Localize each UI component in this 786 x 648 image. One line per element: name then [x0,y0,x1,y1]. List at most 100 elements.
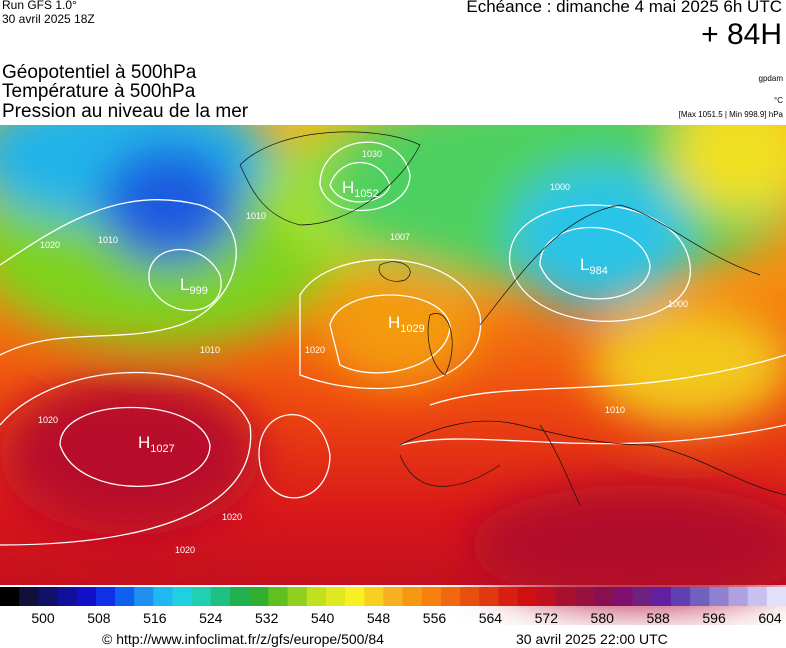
colorbar-swatch [575,587,595,606]
center-value: 1029 [400,323,424,335]
colorbar-label: 540 [311,610,335,625]
unit-2: °C [774,96,783,105]
run-date: 30 avril 2025 18Z [2,12,95,26]
center-letter: H [388,313,400,332]
center-letter: H [138,433,150,452]
colorbar-swatch [306,587,327,606]
colorbar-swatch [555,587,576,606]
isobar-label: 1030 [362,149,382,159]
colorbar-swatch [191,587,212,606]
center-value: 1027 [150,443,174,455]
colorbar-swatch [230,587,250,606]
colorbar-swatch [651,587,672,606]
title-1: Géopotentiel à 500hPa [2,62,197,83]
colorbar-swatch [345,587,365,606]
center-value: 984 [589,265,607,277]
unit-3: [Max 1051.5 | Min 998.9] hPa [678,110,783,119]
colorbar-label: 588 [646,610,670,625]
colorbar-swatch [249,587,269,606]
colorbar-swatch [134,587,154,606]
colorbar-swatch [287,587,308,606]
title-3: Pression au niveau de la mer [2,101,249,122]
pressure-center: L984 [580,255,608,277]
colorbar-swatch [766,587,786,606]
isobar-label: 1000 [668,299,688,309]
colorbar-label: 532 [255,610,279,625]
colorbar-swatch [402,587,423,606]
colorbar-label: 580 [591,610,615,625]
isobar-label: 1020 [38,415,58,425]
colorbar-swatch [76,587,97,606]
colorbar-swatch [709,587,729,606]
unit-1: gpdam [758,74,783,83]
colorbar-label: 596 [702,610,726,625]
isobar-label: 1020 [222,512,242,522]
center-letter: L [580,255,589,274]
isobars [0,141,786,546]
isobar-label: 1010 [200,345,220,355]
run: Run GFS 1.0° [2,0,77,12]
colorbar-label: 604 [758,610,782,625]
isobar-label: 1020 [175,545,195,555]
colorbar-swatch [19,587,39,606]
center-value: 999 [189,285,207,297]
center-letter: L [180,275,189,294]
pressure-center: L999 [180,275,208,297]
colorbar-label: 524 [199,610,223,625]
isobar-label: 1010 [98,235,118,245]
colorbar: 500 508 516 524 532 540 548 556 564 572 580 588 596 6… [0,587,786,625]
isobar-label: 1000 [550,182,570,192]
colorbar-label: 556 [423,610,447,625]
colorbar-swatch [268,587,289,606]
title-2: Température à 500hPa [2,81,196,102]
colorbar-swatch [57,587,78,606]
colorbar-swatch [0,587,20,606]
center-value: 1052 [354,188,378,200]
colorbar-swatch [498,587,519,606]
colorbar-swatch [670,587,691,606]
colorbar-swatch [536,587,557,606]
colorbar-swatch [364,587,384,606]
isobar-label: 1010 [605,405,625,415]
pressure-center: H1052 [342,178,379,200]
colorbar-swatch [517,587,538,606]
map-labels: H1052L999H1029H1027L98410301010102010071… [38,149,688,555]
colorbar-swatch [747,587,768,606]
pressure-center: H1029 [388,313,425,335]
colorbar-swatch [440,587,461,606]
colorbar-swatch [594,587,614,606]
colorbar-swatch [325,587,346,606]
colorbar-swatch [728,587,749,606]
colorbar-label: 516 [143,610,167,625]
colorbar-label: 548 [367,610,391,625]
colorbar-label: 564 [479,610,503,625]
issue-time: 30 avril 2025 22:00 UTC [516,631,668,647]
map: H1052L999H1029H1027L98410301010102010071… [0,125,786,605]
colorbar-swatch [153,587,174,606]
colorbar-label: 572 [535,610,559,625]
colorbar-swatch [210,587,231,606]
colorbar-label: 500 [31,610,55,625]
colorbar-swatch [383,587,404,606]
colorbar-swatch [613,587,634,606]
colorbar-swatch [95,587,116,606]
colorbar-swatch [460,587,480,606]
isobar-label: 1020 [305,345,325,355]
isobar-label: 1010 [246,211,266,221]
colorbar-swatch [421,587,442,606]
isobar-label: 1007 [390,232,410,242]
colorbar-label: 508 [87,610,111,625]
colorbar-swatch [479,587,499,606]
colorbar-swatch [172,587,193,606]
colorbar-swatch [38,587,59,606]
temperature-field [0,125,786,605]
echeance: Echéance : dimanche 4 mai 2025 6h UTC [466,0,782,16]
pressure-center: H1027 [138,433,175,455]
colorbar-swatch [690,587,710,606]
source-url: © http://www.infoclimat.fr/z/gfs/europe/… [102,631,384,647]
center-letter: H [342,178,354,197]
colorbar-swatch [115,587,135,606]
lead-time: + 84H [701,18,782,51]
colorbar-swatch [632,587,653,606]
